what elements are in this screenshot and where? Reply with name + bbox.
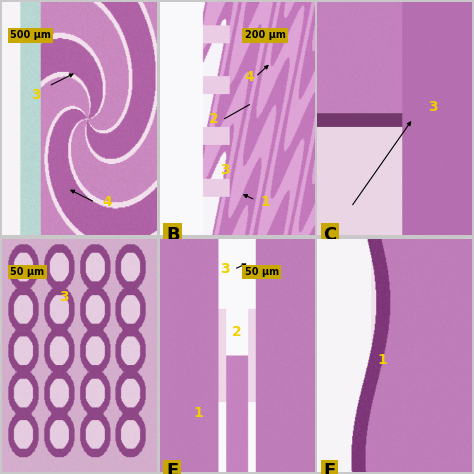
Text: 500 μm: 500 μm — [10, 30, 51, 40]
Text: 3: 3 — [59, 290, 69, 304]
Text: 4: 4 — [245, 70, 254, 84]
Text: 3: 3 — [220, 163, 229, 177]
Text: 50 μm: 50 μm — [245, 267, 279, 277]
Text: 1: 1 — [377, 353, 387, 367]
Text: B: B — [166, 226, 180, 244]
Text: 200 μm: 200 μm — [245, 30, 286, 40]
Text: 50 μm: 50 μm — [10, 267, 44, 277]
Text: 2: 2 — [232, 325, 242, 339]
Text: 3: 3 — [32, 88, 41, 102]
Text: 3: 3 — [220, 262, 229, 276]
Text: 1: 1 — [260, 195, 270, 210]
Text: 2: 2 — [209, 112, 219, 126]
Text: 4: 4 — [102, 195, 112, 210]
Text: C: C — [323, 226, 337, 244]
Text: 1: 1 — [193, 407, 203, 420]
Text: 3: 3 — [428, 100, 438, 114]
Text: F: F — [323, 462, 336, 474]
Text: E: E — [166, 462, 178, 474]
